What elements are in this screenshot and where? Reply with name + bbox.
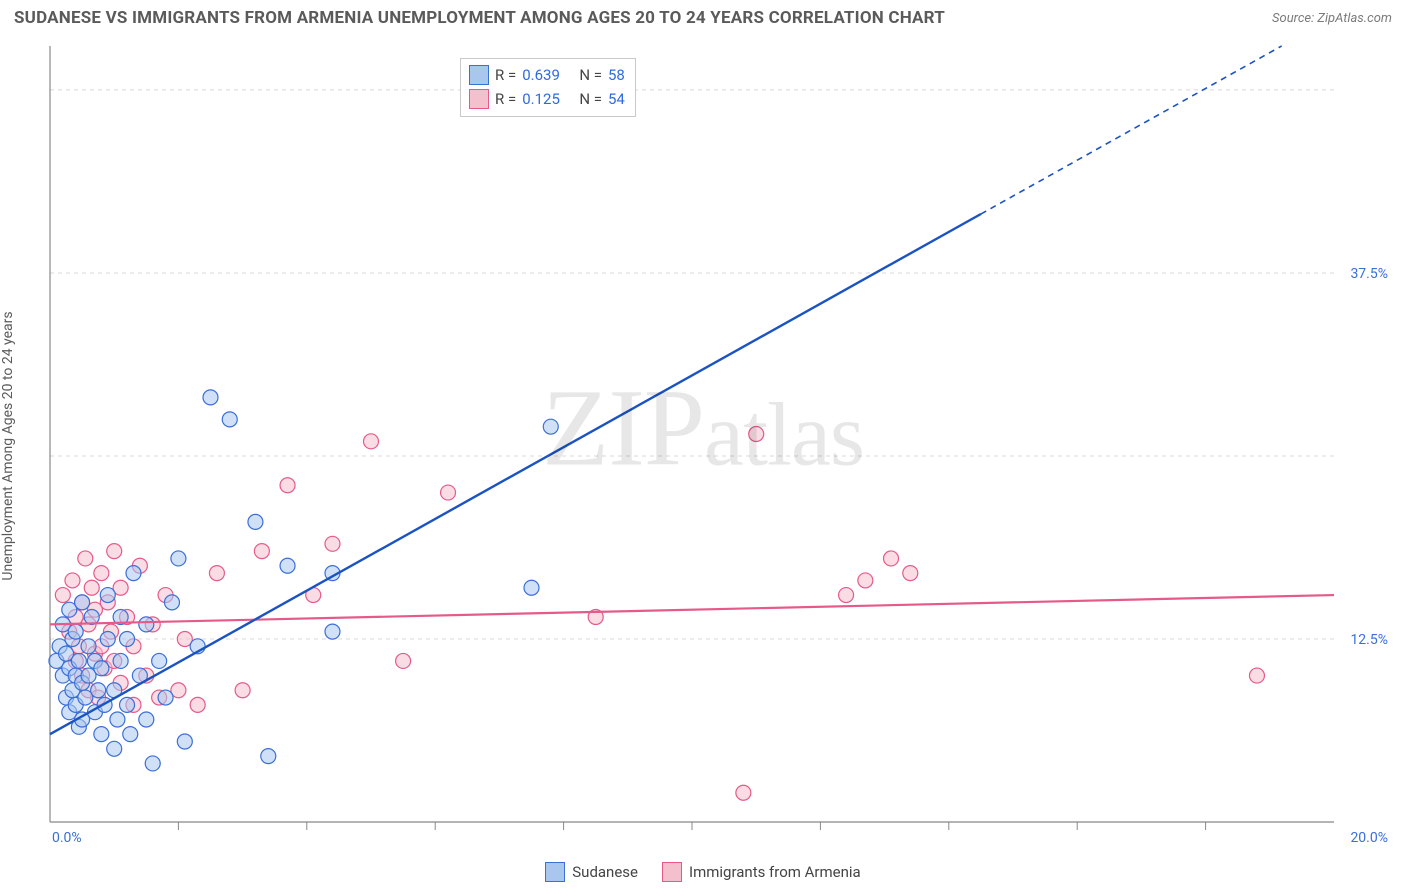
swatch-armenia	[662, 862, 682, 882]
plot-area: 12.5% 37.5% 0.0% 20.0%	[42, 42, 1394, 844]
source-label: Source: ZipAtlas.com	[1272, 11, 1392, 26]
legend-label-sudanese: Sudanese	[572, 863, 638, 881]
legend-item-armenia: Immigrants from Armenia	[662, 862, 861, 882]
swatch-armenia	[469, 89, 489, 109]
swatch-sudanese	[545, 862, 565, 882]
n-label: N =	[579, 63, 602, 87]
n-value-sudanese: 58	[608, 63, 625, 87]
scatter-chart: 12.5% 37.5% 0.0% 20.0%	[42, 42, 1394, 844]
r-label: R =	[495, 87, 516, 111]
r-value-sudanese: 0.639	[522, 63, 560, 87]
legend-item-sudanese: Sudanese	[545, 862, 638, 882]
stats-row-armenia: R = 0.125 N = 54	[469, 87, 625, 111]
r-label: R =	[495, 63, 516, 87]
chart-title: SUDANESE VS IMMIGRANTS FROM ARMENIA UNEM…	[14, 8, 945, 28]
legend-label-armenia: Immigrants from Armenia	[689, 863, 861, 881]
svg-text:37.5%: 37.5%	[1350, 266, 1388, 282]
svg-text:0.0%: 0.0%	[52, 830, 82, 844]
stats-row-sudanese: R = 0.639 N = 58	[469, 63, 625, 87]
y-axis-label: Unemployment Among Ages 20 to 24 years	[0, 311, 16, 580]
n-label: N =	[579, 87, 602, 111]
svg-text:20.0%: 20.0%	[1350, 830, 1388, 844]
stats-legend: R = 0.639 N = 58 R = 0.125 N = 54	[460, 58, 636, 117]
bottom-legend: Sudanese Immigrants from Armenia	[0, 862, 1406, 882]
svg-text:12.5%: 12.5%	[1350, 632, 1388, 648]
r-value-armenia: 0.125	[522, 87, 560, 111]
n-value-armenia: 54	[608, 87, 625, 111]
swatch-sudanese	[469, 65, 489, 85]
